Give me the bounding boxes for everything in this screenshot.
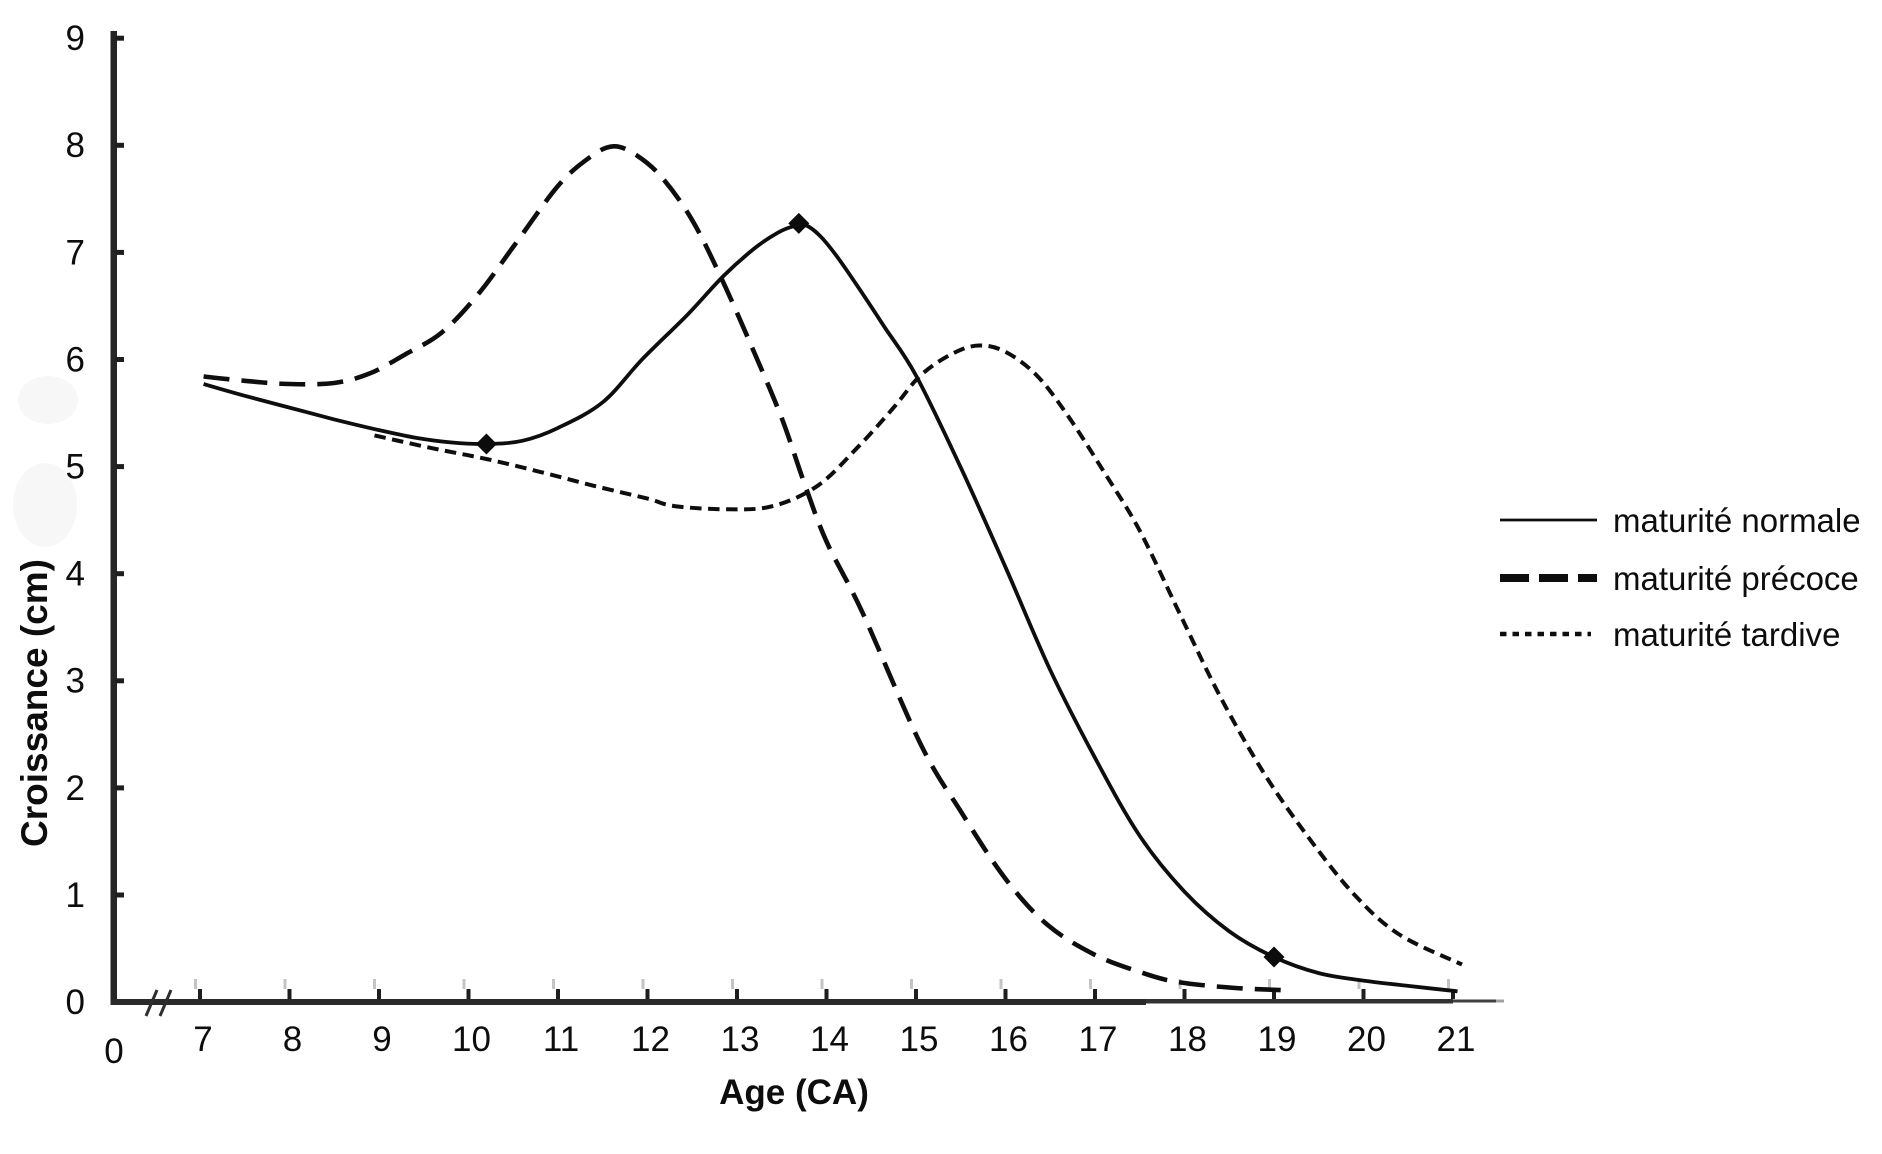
svg-text:16: 16 <box>989 1020 1028 1059</box>
svg-text:15: 15 <box>900 1020 939 1059</box>
svg-text:7: 7 <box>193 1020 212 1059</box>
svg-text:8: 8 <box>283 1020 302 1059</box>
svg-text:6: 6 <box>66 340 85 379</box>
svg-text:8: 8 <box>66 126 85 165</box>
svg-text:maturité précoce: maturité précoce <box>1613 560 1859 597</box>
svg-text:3: 3 <box>66 662 85 701</box>
svg-text:11: 11 <box>543 1020 579 1059</box>
svg-text:18: 18 <box>1168 1020 1207 1059</box>
svg-text:21: 21 <box>1437 1020 1476 1059</box>
svg-text:7: 7 <box>66 233 85 272</box>
svg-text:20: 20 <box>1347 1020 1386 1059</box>
svg-text:Age (CA): Age (CA) <box>719 1073 869 1112</box>
svg-text:19: 19 <box>1258 1020 1297 1059</box>
svg-text:0: 0 <box>104 1032 123 1071</box>
svg-text:14: 14 <box>810 1020 849 1059</box>
svg-text:4: 4 <box>66 555 85 594</box>
svg-text:maturité tardive: maturité tardive <box>1613 616 1840 653</box>
svg-text:1: 1 <box>66 876 85 915</box>
svg-text:5: 5 <box>66 448 85 487</box>
svg-text:12: 12 <box>631 1020 670 1059</box>
svg-text:17: 17 <box>1079 1020 1118 1059</box>
svg-text:0: 0 <box>66 983 85 1022</box>
svg-text:9: 9 <box>372 1020 391 1059</box>
svg-text:9: 9 <box>66 19 85 58</box>
svg-text:10: 10 <box>452 1020 491 1059</box>
svg-text:2: 2 <box>66 769 85 808</box>
svg-text:Croissance (cm): Croissance (cm) <box>14 559 55 847</box>
svg-text:13: 13 <box>721 1020 760 1059</box>
svg-text:maturité normale: maturité normale <box>1613 502 1861 539</box>
